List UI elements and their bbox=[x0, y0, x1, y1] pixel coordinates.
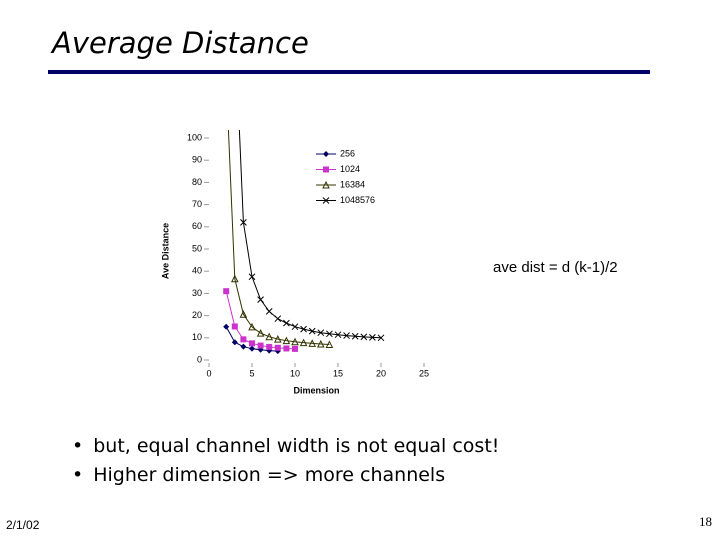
marker bbox=[369, 334, 376, 341]
y-tick-label: 100 bbox=[187, 132, 202, 142]
x-tick-label: 20 bbox=[376, 368, 386, 378]
legend-marker bbox=[322, 180, 330, 189]
x-tick-label: 15 bbox=[333, 368, 343, 378]
marker bbox=[232, 22, 238, 28]
marker bbox=[223, 323, 230, 330]
legend-label: 1048576 bbox=[340, 195, 375, 205]
marker bbox=[326, 330, 333, 338]
marker bbox=[308, 339, 317, 347]
legend-label: 1024 bbox=[340, 164, 360, 174]
marker bbox=[282, 336, 291, 345]
legend-marker bbox=[322, 197, 330, 204]
bullet: but, equal channel width is not equal co… bbox=[72, 432, 499, 461]
marker bbox=[265, 308, 273, 315]
marker bbox=[230, 274, 239, 283]
marker bbox=[249, 340, 255, 347]
marker bbox=[248, 322, 256, 331]
marker bbox=[291, 323, 299, 331]
marker bbox=[360, 333, 368, 341]
marker bbox=[240, 336, 247, 343]
y-tick-label: 80 bbox=[192, 177, 202, 187]
legend-marker bbox=[323, 166, 329, 173]
marker bbox=[334, 331, 342, 339]
marker bbox=[249, 345, 255, 352]
marker bbox=[223, 288, 230, 295]
marker bbox=[274, 344, 281, 351]
marker bbox=[273, 335, 282, 343]
marker bbox=[283, 319, 290, 327]
marker bbox=[317, 329, 325, 337]
marker bbox=[257, 342, 264, 349]
marker bbox=[377, 334, 385, 342]
x-tick-label: 10 bbox=[290, 368, 300, 378]
legend-label: 16384 bbox=[340, 179, 365, 189]
plot-area bbox=[223, 22, 385, 355]
marker bbox=[231, 323, 238, 330]
slide-title: Average Distance bbox=[52, 26, 309, 60]
x-tick-label: 25 bbox=[419, 368, 429, 378]
marker bbox=[283, 345, 290, 352]
title-rule bbox=[48, 70, 650, 74]
marker bbox=[308, 327, 316, 335]
y-tick-label: 0 bbox=[197, 354, 202, 364]
y-tick-label: 90 bbox=[192, 155, 202, 165]
marker bbox=[291, 337, 299, 346]
y-axis-label: Ave Distance bbox=[160, 223, 170, 279]
marker bbox=[223, 75, 229, 81]
bullet-list: but, equal channel width is not equal co… bbox=[72, 432, 499, 490]
y-tick-label: 20 bbox=[192, 310, 202, 320]
marker bbox=[274, 315, 282, 323]
marker bbox=[300, 325, 307, 333]
marker bbox=[256, 329, 265, 337]
marker bbox=[299, 338, 308, 347]
y-tick-label: 60 bbox=[192, 221, 202, 231]
y-tick-label: 30 bbox=[192, 288, 202, 298]
marker bbox=[239, 310, 248, 318]
marker bbox=[292, 345, 298, 352]
series-line bbox=[227, 130, 330, 345]
x-tick-label: 5 bbox=[249, 368, 254, 378]
marker bbox=[325, 340, 334, 348]
page-number: 18 bbox=[699, 514, 712, 529]
marker bbox=[265, 332, 274, 341]
legend-label: 256 bbox=[340, 148, 355, 158]
y-tick-label: 40 bbox=[192, 266, 202, 276]
marker bbox=[316, 339, 325, 348]
slide-date: 2/1/02 bbox=[6, 518, 40, 532]
bullet: Higher dimension => more channels bbox=[72, 461, 499, 490]
x-tick-label: 0 bbox=[206, 368, 211, 378]
x-axis-label: Dimension bbox=[293, 385, 339, 395]
marker bbox=[343, 332, 350, 339]
marker bbox=[257, 296, 264, 303]
marker bbox=[248, 273, 256, 281]
marker bbox=[240, 343, 247, 350]
y-tick-label: 50 bbox=[192, 243, 202, 253]
annotation: ave dist = d (k-1)/2 bbox=[493, 259, 618, 276]
legend-marker bbox=[323, 151, 329, 157]
marker bbox=[231, 339, 238, 346]
y-tick-label: 70 bbox=[192, 199, 202, 209]
marker bbox=[351, 332, 359, 340]
marker bbox=[266, 343, 273, 350]
y-tick-label: 10 bbox=[192, 332, 202, 342]
marker bbox=[240, 219, 247, 226]
